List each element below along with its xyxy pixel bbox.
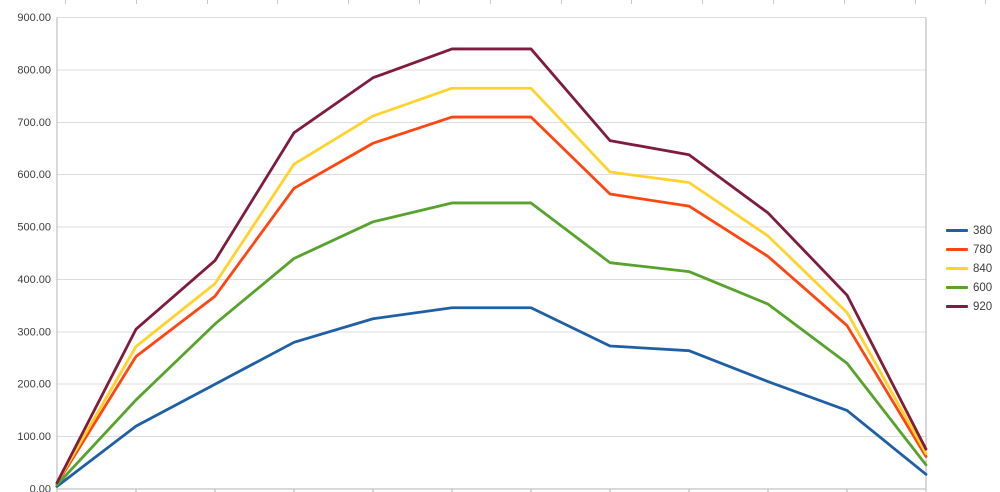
series-line-840[interactable]	[55, 86, 928, 485]
column-separator-tick	[631, 0, 633, 4]
y-axis-tick-label: 400.00	[17, 274, 51, 286]
column-separator-tick	[985, 0, 987, 4]
y-axis-tick-label: 0.00	[30, 484, 51, 492]
legend-item-600[interactable]: 600	[946, 278, 992, 297]
y-axis-tick-label: 100.00	[17, 431, 51, 443]
y-axis-tick-label: 500.00	[17, 222, 51, 234]
legend-label: 380	[973, 224, 993, 237]
legend-swatch-icon	[946, 248, 968, 251]
column-separator-tick	[206, 0, 208, 4]
column-separator-tick	[702, 0, 704, 4]
series-line-380[interactable]	[55, 306, 928, 488]
column-separator-tick	[843, 0, 845, 4]
y-axis-tick-label: 600.00	[17, 169, 51, 181]
legend-item-920[interactable]: 920	[946, 297, 992, 316]
y-axis-tick-label: 200.00	[17, 379, 51, 391]
legend-label: 780	[973, 243, 993, 256]
legend-item-380[interactable]: 380	[946, 221, 992, 240]
y-axis-tick-label: 900.00	[17, 12, 51, 24]
column-separator-tick	[277, 0, 279, 4]
column-separator-tick	[65, 0, 66, 4]
legend-swatch-icon	[946, 286, 968, 289]
column-separator-tick	[773, 0, 774, 4]
y-axis-tick-label: 800.00	[17, 64, 51, 76]
series-line-780[interactable]	[55, 115, 928, 486]
legend-item-840[interactable]: 840	[946, 259, 992, 278]
column-separator-tick	[419, 0, 420, 4]
legend-swatch-icon	[946, 305, 968, 308]
column-separator-tick	[560, 0, 562, 4]
column-separator-tick	[348, 0, 350, 4]
column-separator-tick	[489, 0, 491, 4]
series-line-600[interactable]	[55, 201, 928, 487]
y-axis-tick-label: 700.00	[17, 117, 51, 129]
column-separator-tick	[914, 0, 916, 4]
legend-swatch-icon	[946, 229, 968, 232]
series-line-920[interactable]	[55, 47, 928, 485]
legend-swatch-icon	[946, 267, 968, 270]
column-separator-tick	[135, 0, 137, 4]
legend-label: 840	[973, 262, 993, 275]
legend-label: 600	[973, 281, 993, 294]
y-axis-tick-label: 300.00	[17, 326, 51, 338]
legend-label: 920	[973, 300, 993, 313]
legend-item-780[interactable]: 780	[946, 240, 992, 259]
chart-legend: 380 780 840 600 920	[946, 221, 992, 316]
